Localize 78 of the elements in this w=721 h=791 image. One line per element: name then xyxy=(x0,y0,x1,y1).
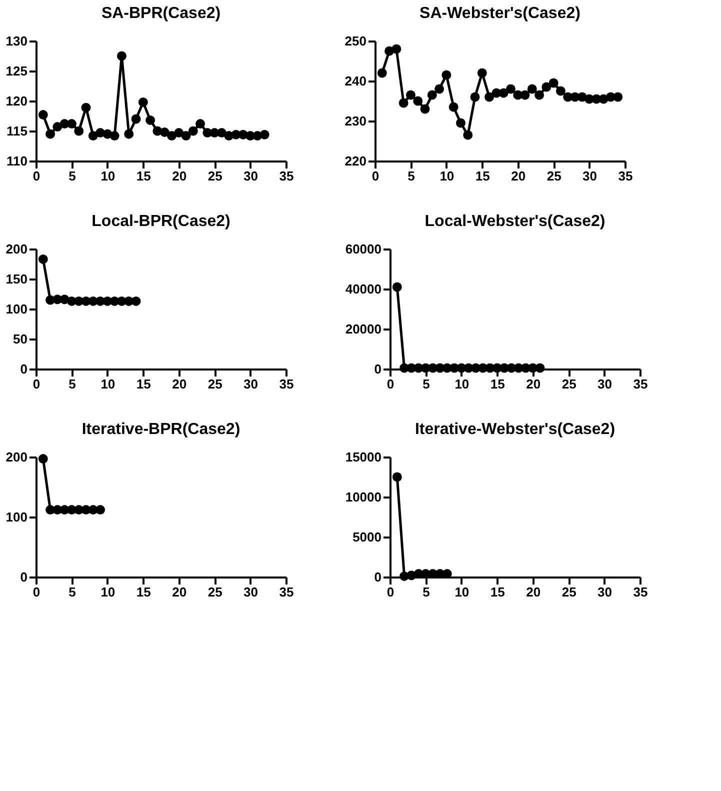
x-tick-label: 25 xyxy=(546,168,562,184)
x-tick-label: 35 xyxy=(618,168,633,184)
x-tick-label: 25 xyxy=(208,376,222,392)
x-tick-label: 5 xyxy=(68,584,76,600)
x-tick-label: 0 xyxy=(32,376,40,392)
x-tick-label: 10 xyxy=(440,168,454,184)
x-tick-label: 35 xyxy=(279,168,294,184)
y-tick-label: 40000 xyxy=(345,282,382,296)
y-tick-label: 125 xyxy=(6,64,28,78)
y-tick-label: 200 xyxy=(6,450,28,464)
chart-title: Iterative-Webster's(Case2) xyxy=(414,421,616,438)
chart-title: SA-Webster's(Case2) xyxy=(420,5,580,22)
x-tick-label: 25 xyxy=(562,584,576,600)
x-tick-label: 20 xyxy=(172,376,187,392)
x-tick-label: 10 xyxy=(454,584,470,600)
chart-title: SA-BPR(Case2) xyxy=(101,5,221,22)
x-tick-label: 5 xyxy=(68,168,76,184)
chart-title: Local-Webster's(Case2) xyxy=(424,213,606,230)
x-tick-label: 5 xyxy=(408,168,415,184)
x-tick-label: 20 xyxy=(172,584,187,600)
y-tick-label: 100 xyxy=(6,510,28,524)
x-tick-label: 30 xyxy=(598,376,612,392)
y-tick-label: 200 xyxy=(6,242,28,256)
y-tick-label: 5000 xyxy=(352,530,382,544)
y-tick-label: 0 xyxy=(374,570,382,584)
x-tick-label: 10 xyxy=(100,376,116,392)
x-tick-label: 35 xyxy=(633,376,648,392)
x-tick-label: 5 xyxy=(68,376,76,392)
x-tick-label: 30 xyxy=(582,168,598,184)
x-tick-label: 20 xyxy=(526,376,541,392)
x-tick-label: 25 xyxy=(562,376,576,392)
x-tick-label: 35 xyxy=(633,584,648,600)
y-tick-label: 110 xyxy=(6,154,28,168)
x-tick-label: 25 xyxy=(208,168,222,184)
y-tick-label: 0 xyxy=(20,570,28,584)
x-tick-label: 30 xyxy=(598,584,612,600)
y-tick-label: 0 xyxy=(20,362,28,376)
y-tick-label: 250 xyxy=(344,34,366,48)
x-tick-label: 30 xyxy=(244,168,258,184)
x-tick-label: 30 xyxy=(244,376,258,392)
x-tick-label: 0 xyxy=(386,584,394,600)
x-tick-label: 15 xyxy=(475,168,490,184)
y-tick-label: 150 xyxy=(6,272,28,286)
x-tick-label: 15 xyxy=(490,584,505,600)
chart-title: Iterative-BPR(Case2) xyxy=(82,421,240,438)
y-tick-label: 60000 xyxy=(345,242,382,256)
y-tick-label: 10000 xyxy=(345,490,382,504)
x-tick-label: 30 xyxy=(244,584,258,600)
x-tick-label: 15 xyxy=(136,376,151,392)
y-tick-label: 230 xyxy=(344,114,366,128)
x-tick-label: 35 xyxy=(279,584,294,600)
x-tick-label: 25 xyxy=(208,584,222,600)
y-tick-label: 220 xyxy=(344,154,366,168)
x-tick-label: 0 xyxy=(32,584,40,600)
x-tick-label: 5 xyxy=(422,376,430,392)
x-tick-label: 5 xyxy=(422,584,430,600)
y-tick-label: 20000 xyxy=(345,322,382,336)
y-tick-label: 130 xyxy=(6,34,28,48)
y-tick-label: 120 xyxy=(6,94,28,108)
x-tick-label: 10 xyxy=(454,376,470,392)
y-tick-label: 240 xyxy=(344,74,366,88)
x-tick-label: 35 xyxy=(279,376,294,392)
x-tick-label: 20 xyxy=(172,168,187,184)
x-tick-label: 10 xyxy=(100,584,116,600)
x-tick-label: 15 xyxy=(136,584,151,600)
y-tick-label: 0 xyxy=(374,362,382,376)
x-tick-label: 10 xyxy=(100,168,116,184)
y-tick-label: 15000 xyxy=(345,450,382,464)
y-tick-label: 100 xyxy=(6,302,28,316)
x-tick-label: 15 xyxy=(136,168,151,184)
y-tick-label: 115 xyxy=(6,124,28,138)
x-tick-label: 0 xyxy=(386,376,394,392)
x-tick-label: 15 xyxy=(490,376,505,392)
y-tick-label: 50 xyxy=(13,332,28,346)
chart-title: Local-BPR(Case2) xyxy=(92,213,230,230)
x-tick-label: 20 xyxy=(511,168,526,184)
x-tick-label: 0 xyxy=(32,168,40,184)
x-tick-label: 20 xyxy=(526,584,541,600)
